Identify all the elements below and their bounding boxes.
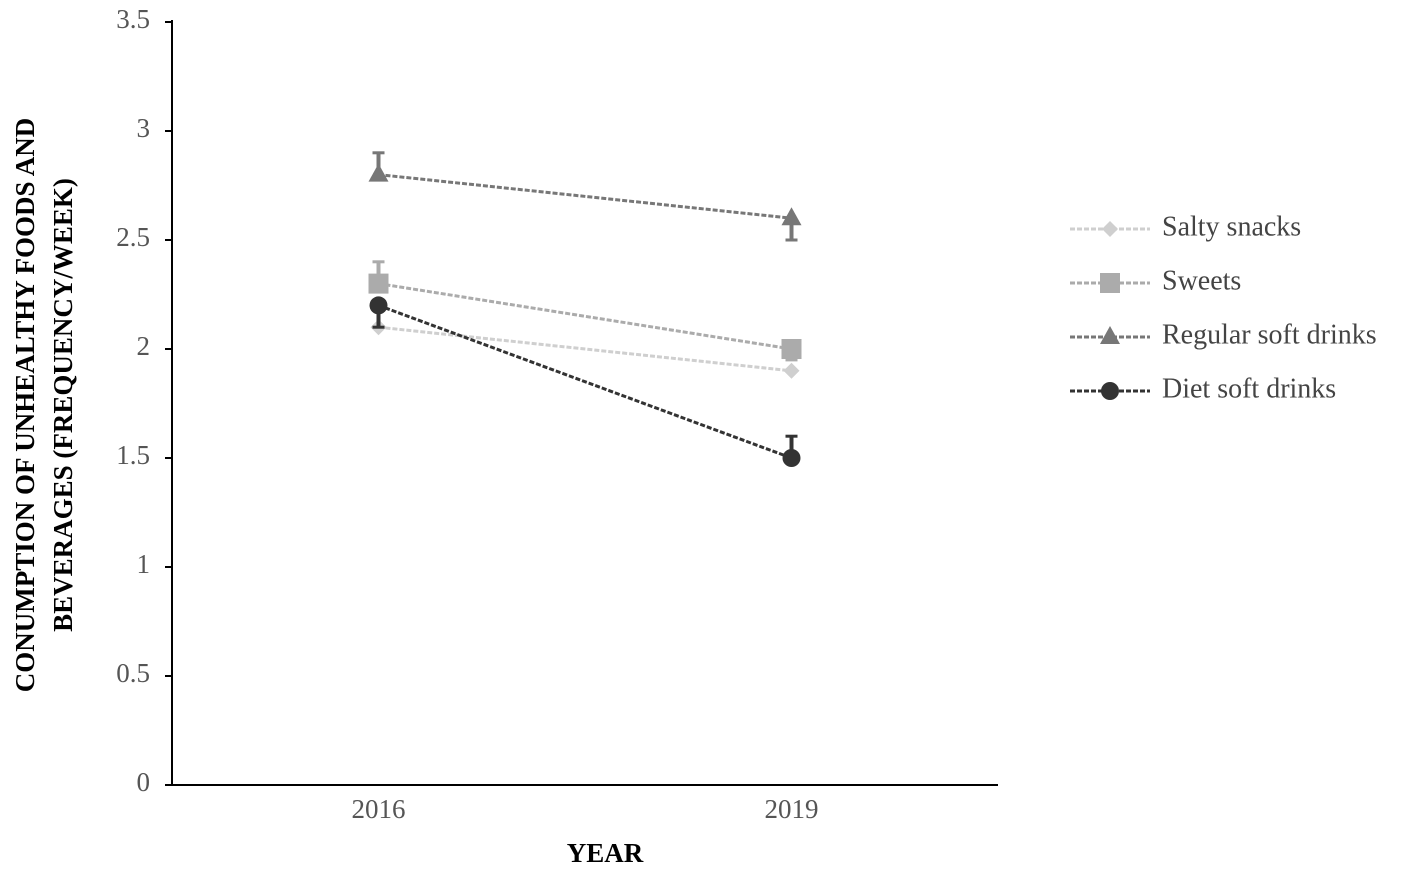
legend-entry: Regular soft drinks (1070, 319, 1377, 350)
marker (781, 339, 802, 359)
legend-entry: Diet soft drinks (1070, 373, 1336, 404)
y-tick-label: 3.5 (116, 4, 150, 34)
legend-marker (1102, 221, 1118, 237)
y-axis-title: CONUMPTION OF UNHEALTHY FOODS AND BEVERA… (10, 118, 78, 693)
legend-label: Sweets (1162, 265, 1241, 296)
y-tick-label: 0.5 (116, 658, 150, 688)
series (369, 296, 801, 467)
y-tick-label: 0 (137, 767, 151, 797)
marker (783, 362, 800, 379)
y-tick-label: 1.5 (116, 440, 150, 470)
marker (368, 163, 389, 182)
legend-label: Regular soft drinks (1162, 319, 1377, 350)
y-axis-title-line: BEVERAGES (FREQUENCY/WEEK) (48, 178, 78, 632)
legend-label: Salty snacks (1162, 211, 1301, 242)
series-line (378, 325, 792, 373)
series-line (377, 303, 793, 460)
y-tick-label: 2.5 (116, 222, 150, 252)
series (368, 260, 802, 362)
y-tick-label: 2 (137, 331, 151, 361)
marker (782, 449, 801, 467)
legend-marker (1100, 273, 1120, 293)
marker (781, 207, 802, 226)
legend-entry: Salty snacks (1070, 211, 1301, 242)
legend-entry: Sweets (1070, 265, 1241, 296)
y-tick-label: 3 (137, 113, 151, 143)
series (368, 151, 802, 242)
x-axis-title: YEAR (567, 838, 644, 868)
x-tick-label: 2016 (352, 794, 406, 824)
y-tick-label: 1 (137, 549, 151, 579)
y-axis-title-line: CONUMPTION OF UNHEALTHY FOODS AND (10, 118, 40, 693)
series-line (378, 173, 792, 220)
marker (369, 296, 388, 315)
legend-marker (1100, 326, 1120, 344)
series (370, 319, 800, 379)
marker (368, 273, 389, 294)
x-tick-label: 2019 (765, 794, 819, 824)
legend-marker (1101, 382, 1119, 400)
legend-label: Diet soft drinks (1162, 373, 1336, 404)
series-line (378, 282, 792, 351)
